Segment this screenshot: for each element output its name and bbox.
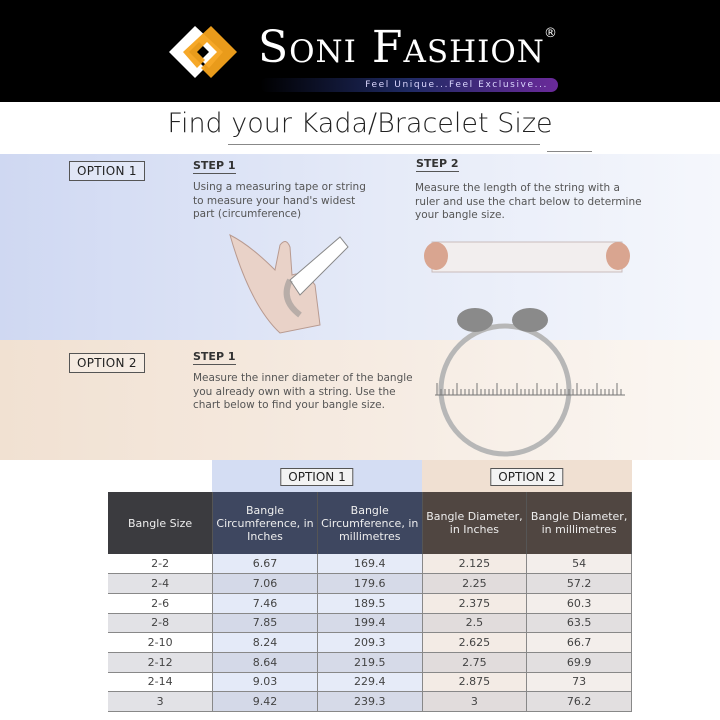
option2-step1-title: STEP 1	[193, 350, 236, 365]
cell-circumference-inches: 7.85	[212, 613, 318, 634]
option1-group-label: OPTION 1	[280, 468, 354, 486]
table-row: 2-8 7.85 199.4 2.5 63.5	[108, 613, 632, 634]
table-row: 2-14 9.03 229.4 2.875 73	[108, 672, 632, 693]
cell-circumference-inches: 6.67	[212, 554, 318, 575]
table-row: 2-10 8.24 209.3 2.625 66.7	[108, 632, 632, 653]
cell-circumference-mm: 189.5	[317, 593, 423, 614]
option2-section	[0, 340, 720, 460]
cell-circumference-mm: 209.3	[317, 632, 423, 653]
cell-circumference-inches: 9.03	[212, 672, 318, 693]
size-table: Bangle Size Bangle Circumference, in Inc…	[108, 492, 632, 712]
bangle-ruler-illustration	[435, 308, 625, 457]
cell-circumference-mm: 219.5	[317, 652, 423, 673]
brand-name: Soni Fashion	[258, 22, 545, 73]
cell-circumference-mm: 229.4	[317, 672, 423, 693]
tagline: Feel Unique...Feel Exclusive...	[365, 80, 548, 90]
registered-mark: ®	[544, 26, 557, 41]
header-diameter-mm: Bangle Diameter, in millimetres	[526, 492, 632, 554]
option1-step2-text: Measure the length of the string with a …	[415, 182, 642, 221]
option2-step1-text: Measure the inner diameter of the bangle…	[193, 372, 413, 411]
cell-circumference-inches: 9.42	[212, 691, 318, 712]
cell-diameter-inches: 2.125	[422, 554, 528, 575]
cell-diameter-inches: 2.625	[422, 632, 528, 653]
cell-diameter-inches: 3	[422, 691, 528, 712]
cell-diameter-inches: 2.875	[422, 672, 528, 693]
cell-circumference-inches: 8.24	[212, 632, 318, 653]
cell-diameter-mm: 73	[526, 672, 632, 693]
cell-circumference-mm: 239.3	[317, 691, 423, 712]
cell-bangle-size: 2-4	[108, 573, 214, 594]
cell-diameter-mm: 63.5	[526, 613, 632, 634]
hand-measuring-illustration	[229, 234, 349, 334]
cell-diameter-mm: 76.2	[526, 691, 632, 712]
header-circumference-inches: Bangle Circumference, in Inches	[212, 492, 318, 554]
page-title: Find your Kada/Bracelet Size	[167, 108, 553, 139]
cell-diameter-inches: 2.5	[422, 613, 528, 634]
option1-group-header: OPTION 1	[212, 460, 422, 492]
title-divider	[547, 151, 592, 152]
cell-diameter-mm: 54	[526, 554, 632, 575]
cell-diameter-mm: 69.9	[526, 652, 632, 673]
ruler-illustration	[424, 241, 630, 273]
header-bangle-size: Bangle Size	[108, 492, 214, 554]
cell-circumference-inches: 8.64	[212, 652, 318, 673]
cell-diameter-inches: 2.75	[422, 652, 528, 673]
option1-step2-title: STEP 2	[416, 157, 459, 172]
table-row: 2-4 7.06 179.6 2.25 57.2	[108, 573, 632, 594]
option2-group-label: OPTION 2	[490, 468, 564, 486]
cell-bangle-size: 2-14	[108, 672, 214, 693]
title-underline	[228, 144, 540, 145]
cell-circumference-inches: 7.06	[212, 573, 318, 594]
cell-bangle-size: 3	[108, 691, 214, 712]
table-row: 2-12 8.64 219.5 2.75 69.9	[108, 652, 632, 673]
option1-label: OPTION 1	[69, 161, 145, 181]
cell-diameter-inches: 2.25	[422, 573, 528, 594]
cell-circumference-inches: 7.46	[212, 593, 318, 614]
cell-bangle-size: 2-6	[108, 593, 214, 614]
option1-step1-title: STEP 1	[193, 159, 236, 174]
header-diameter-inches: Bangle Diameter, in Inches	[422, 492, 528, 554]
cell-bangle-size: 2-8	[108, 613, 214, 634]
cell-circumference-mm: 199.4	[317, 613, 423, 634]
cell-diameter-mm: 66.7	[526, 632, 632, 653]
tagline-bar: Feel Unique...Feel Exclusive...	[260, 78, 558, 92]
brand-logo-icon	[169, 26, 237, 78]
cell-bangle-size: 2-12	[108, 652, 214, 673]
table-row: 2-6 7.46 189.5 2.375 60.3	[108, 593, 632, 614]
header-circumference-mm: Bangle Circumference, in millimetres	[317, 492, 423, 554]
brand-header: Soni Fashion ® Feel Unique...Feel Exclus…	[0, 0, 720, 102]
cell-circumference-mm: 179.6	[317, 573, 423, 594]
cell-bangle-size: 2-2	[108, 554, 214, 575]
cell-circumference-mm: 169.4	[317, 554, 423, 575]
table-row: 3 9.42 239.3 3 76.2	[108, 691, 632, 712]
option2-group-header: OPTION 2	[422, 460, 632, 492]
cell-diameter-mm: 60.3	[526, 593, 632, 614]
cell-diameter-mm: 57.2	[526, 573, 632, 594]
table-row: 2-2 6.67 169.4 2.125 54	[108, 554, 632, 575]
cell-diameter-inches: 2.375	[422, 593, 528, 614]
option1-step1-text: Using a measuring tape or string to meas…	[193, 181, 366, 220]
option2-label: OPTION 2	[69, 353, 145, 373]
cell-bangle-size: 2-10	[108, 632, 214, 653]
